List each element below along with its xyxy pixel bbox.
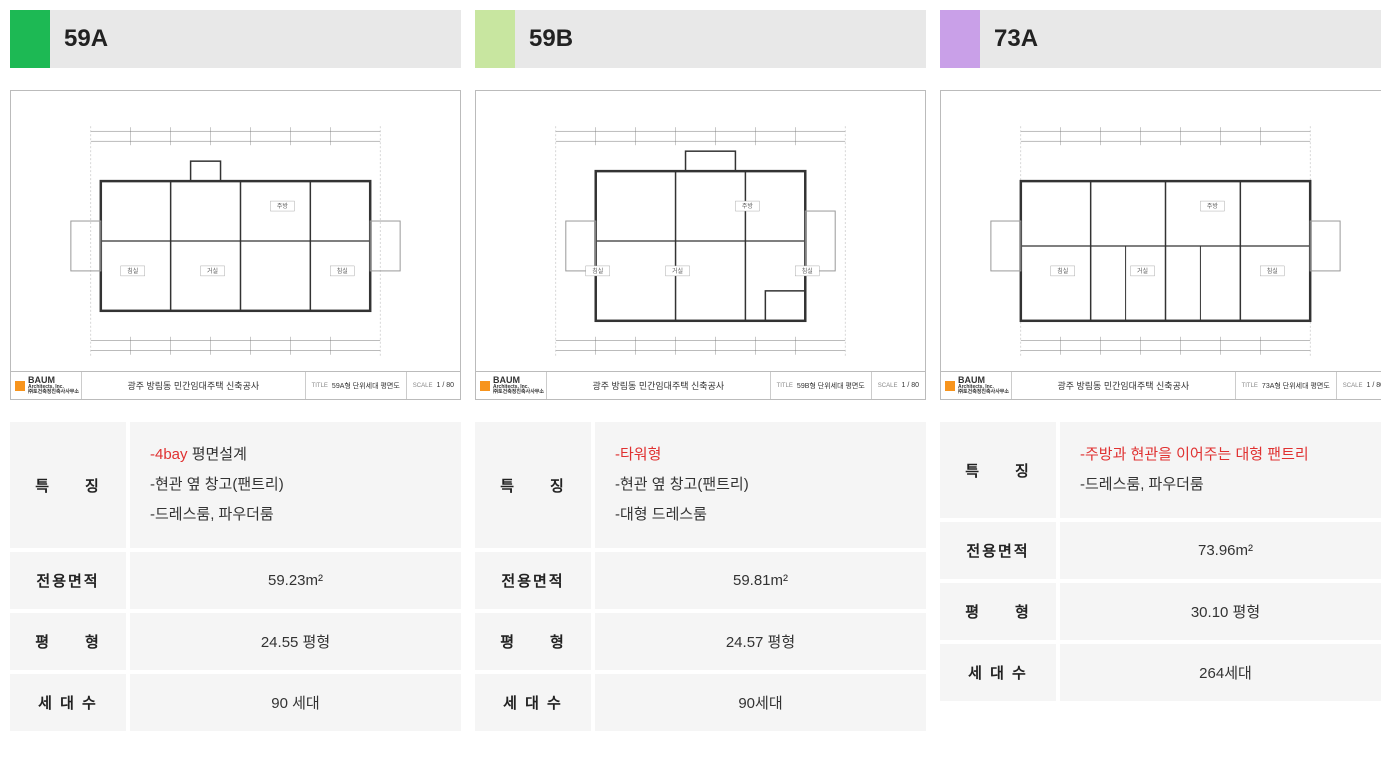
title-block: BAUMArchitects, Inc.㈜토건축정진축사사무소 광주 방림동 민…	[476, 371, 925, 399]
row-label-features: 특 징	[10, 422, 130, 548]
pyeong-value: 24.55 평형	[130, 613, 461, 670]
logo-text: BAUMArchitects, Inc.㈜토건축정진축사사무소	[493, 376, 544, 395]
floor-plan-area: 침실 거실 주방 침실	[941, 91, 1381, 371]
pyeong-value: 24.57 평형	[595, 613, 926, 670]
feature-line: -타워형	[615, 440, 914, 470]
feature-line: -주방과 현관을 이어주는 대형 팬트리	[1080, 440, 1379, 470]
card-title: 59B	[515, 25, 573, 53]
logo-block: BAUMArchitects, Inc.㈜토건축정진축사사무소	[941, 372, 1011, 399]
svg-text:주방: 주방	[1207, 202, 1218, 210]
spec-table: 특 징 -4bay 평면설계-현관 옆 창고(팬트리)-드레스룸, 파우더룸 전…	[10, 418, 461, 735]
features-cell: -4bay 평면설계-현관 옆 창고(팬트리)-드레스룸, 파우더룸	[130, 422, 461, 548]
svg-text:주방: 주방	[277, 202, 288, 210]
feature-line: -대형 드레스룸	[615, 500, 914, 530]
card-color-tab	[10, 10, 50, 68]
svg-text:거실: 거실	[672, 267, 683, 275]
card-header: 59A	[10, 10, 461, 68]
area-value: 73.96m²	[1060, 522, 1381, 579]
svg-text:거실: 거실	[1137, 267, 1148, 275]
logo-icon	[945, 381, 955, 391]
project-name: 광주 방림동 민간임대주택 신축공사	[81, 372, 305, 399]
card-title: 59A	[50, 25, 108, 53]
card-color-tab	[940, 10, 980, 68]
svg-text:침실: 침실	[592, 267, 603, 275]
svg-text:침실: 침실	[802, 267, 813, 275]
tb-scale-cell: SCALE 1 / 80	[871, 372, 925, 399]
row-label-units: 세 대 수	[10, 674, 130, 731]
unit-card-59B: 59B 침실 거실 주방 침실	[475, 10, 926, 735]
floor-plan-frame: 침실 거실 주방 침실 BAUMArchitects, Inc.㈜토건축정진축사…	[475, 90, 926, 400]
floor-plan-frame: 침실 거실 주방 침실 BAUMArchitects, Inc.㈜토건축정진축사…	[10, 90, 461, 400]
feature-line: -현관 옆 창고(팬트리)	[615, 470, 914, 500]
features-cell: -주방과 현관을 이어주는 대형 팬트리-드레스룸, 파우더룸	[1060, 422, 1381, 518]
floor-plan-drawing: 침실 거실 주방 침실	[11, 91, 460, 371]
card-title: 73A	[980, 25, 1038, 53]
floor-plan-frame: 침실 거실 주방 침실 BAUMArchitects, Inc.㈜토건축정진축사…	[940, 90, 1381, 400]
floor-plan-area: 침실 거실 주방 침실	[11, 91, 460, 371]
row-label-units: 세 대 수	[940, 644, 1060, 701]
area-value: 59.23m²	[130, 552, 461, 609]
tb-title-cell: TITLE 73A형 단위세대 평면도	[1235, 372, 1336, 399]
feature-line: -드레스룸, 파우더룸	[150, 500, 449, 530]
row-label-area: 전용면적	[940, 522, 1060, 579]
unit-card-73A: 73A 침실 거실 주방 침실	[940, 10, 1381, 735]
svg-text:침실: 침실	[127, 267, 138, 275]
row-label-features: 특 징	[940, 422, 1060, 518]
units-value: 264세대	[1060, 644, 1381, 701]
svg-text:주방: 주방	[742, 202, 753, 210]
row-label-area: 전용면적	[10, 552, 130, 609]
pyeong-value: 30.10 평형	[1060, 583, 1381, 640]
row-label-area: 전용면적	[475, 552, 595, 609]
row-label-pyeong: 평 형	[10, 613, 130, 670]
svg-text:침실: 침실	[337, 267, 348, 275]
card-header: 59B	[475, 10, 926, 68]
card-header: 73A	[940, 10, 1381, 68]
feature-line: -드레스룸, 파우더룸	[1080, 470, 1379, 500]
spec-table: 특 징 -타워형-현관 옆 창고(팬트리)-대형 드레스룸 전용면적 59.81…	[475, 418, 926, 735]
row-label-pyeong: 평 형	[940, 583, 1060, 640]
logo-icon	[15, 381, 25, 391]
tb-title-cell: TITLE 59A형 단위세대 평면도	[305, 372, 406, 399]
logo-text: BAUMArchitects, Inc.㈜토건축정진축사사무소	[958, 376, 1009, 395]
floor-plan-area: 침실 거실 주방 침실	[476, 91, 925, 371]
area-value: 59.81m²	[595, 552, 926, 609]
row-label-pyeong: 평 형	[475, 613, 595, 670]
units-value: 90 세대	[130, 674, 461, 731]
tb-scale-cell: SCALE 1 / 80	[1336, 372, 1381, 399]
floor-plan-drawing: 침실 거실 주방 침실	[941, 91, 1381, 371]
project-name: 광주 방림동 민간임대주택 신축공사	[546, 372, 770, 399]
logo-text: BAUMArchitects, Inc.㈜토건축정진축사사무소	[28, 376, 79, 395]
tb-title-cell: TITLE 59B형 단위세대 평면도	[770, 372, 871, 399]
logo-block: BAUMArchitects, Inc.㈜토건축정진축사사무소	[11, 372, 81, 399]
logo-block: BAUMArchitects, Inc.㈜토건축정진축사사무소	[476, 372, 546, 399]
unit-card-59A: 59A 침실 거실 주방 침실	[10, 10, 461, 735]
spec-table: 특 징 -주방과 현관을 이어주는 대형 팬트리-드레스룸, 파우더룸 전용면적…	[940, 418, 1381, 705]
units-value: 90세대	[595, 674, 926, 731]
row-label-features: 특 징	[475, 422, 595, 548]
logo-icon	[480, 381, 490, 391]
title-block: BAUMArchitects, Inc.㈜토건축정진축사사무소 광주 방림동 민…	[941, 371, 1381, 399]
tb-scale-cell: SCALE 1 / 80	[406, 372, 460, 399]
svg-text:침실: 침실	[1267, 267, 1278, 275]
features-cell: -타워형-현관 옆 창고(팬트리)-대형 드레스룸	[595, 422, 926, 548]
card-color-tab	[475, 10, 515, 68]
svg-text:거실: 거실	[207, 267, 218, 275]
feature-line: -4bay 평면설계	[150, 440, 449, 470]
floor-plan-drawing: 침실 거실 주방 침실	[476, 91, 925, 371]
row-label-units: 세 대 수	[475, 674, 595, 731]
title-block: BAUMArchitects, Inc.㈜토건축정진축사사무소 광주 방림동 민…	[11, 371, 460, 399]
feature-line: -현관 옆 창고(팬트리)	[150, 470, 449, 500]
svg-text:침실: 침실	[1057, 267, 1068, 275]
project-name: 광주 방림동 민간임대주택 신축공사	[1011, 372, 1235, 399]
